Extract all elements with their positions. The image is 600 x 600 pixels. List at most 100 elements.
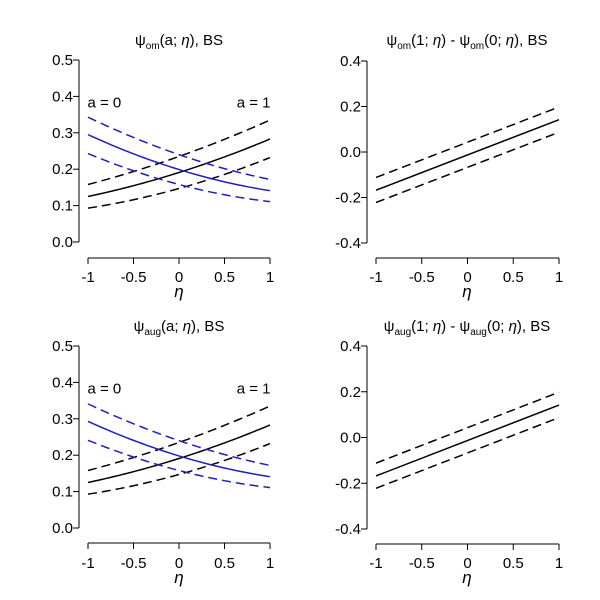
title-eta: η [181,32,189,49]
series-line [375,416,560,489]
y-tick-label: -0.2 [335,190,361,207]
y-tick-label: 0.2 [52,447,73,464]
title-end: ), BS [190,32,223,49]
title-end: ), BS [191,318,224,335]
title-eta2: η [509,318,517,335]
x-tick-label: -0.5 [409,269,435,286]
series-line [87,116,271,181]
panel-title: ψaug(a; η), BS [134,318,225,338]
title-rest: (a; [160,32,182,49]
y-tick-label: 0.1 [52,484,73,501]
y-tick-label: 0.0 [52,520,73,537]
y-tick-label: -0.4 [335,521,361,538]
title-psi: ψ [387,32,398,49]
x-tick-label: 0 [463,269,471,286]
title-sub: aug [394,327,411,338]
series-line [375,106,560,179]
title-sub: aug [144,327,161,338]
x-tick-label: 1 [555,555,563,572]
annotation-label: a = 0 [87,380,121,397]
series-line [375,119,560,191]
title-end: ), BS [514,32,547,49]
panel-aug-a: ψaug(a; η), BS -1 -0.5 0 0.5 10.00.10.20.30.… [52,318,274,587]
x-tick-label: 1 [266,555,274,572]
y-tick-label: 0.4 [52,88,73,105]
panel-aug-diff: ψaug(1; η) - ψaug(0; η), BS -1 -0.5 0 0.5 1-… [335,318,563,587]
x-tick-label: 0.5 [214,269,235,286]
plot-marks: -1 -0.5 0 0.5 1 0.0 0.1 0.2 0.3 0.4 0.5 a = 0 a = 1 [52,52,274,286]
title-rest2: (0; [487,318,509,335]
title-rest: (1; [411,32,433,49]
series-line [87,420,271,478]
x-tick-label: 0.5 [503,555,524,572]
title-psi: ψ [384,318,395,335]
x-tick-label: 0.5 [503,269,524,286]
y-tick-label: 0.4 [340,53,361,70]
title-rest: (a; [161,318,183,335]
title-psi2: ψ [459,32,470,49]
title-eta: η [183,318,191,335]
title-mid: ) - [441,318,459,335]
title-psi2: ψ [459,318,470,335]
series-line [87,439,271,489]
y-tick-label: 0.5 [52,338,73,355]
series-line [87,442,271,495]
x-axis-label: η [462,568,471,587]
title-psi: ψ [134,318,145,335]
x-tick-label: -1 [369,555,382,572]
annotation-label: a = 1 [237,380,271,397]
panel-title: ψom(a; η), BS [135,32,223,52]
x-axis-label: η [174,568,183,587]
series-line [87,405,271,472]
x-tick-label: -0.5 [409,555,435,572]
series-line [87,152,271,203]
title-rest2: (0; [484,32,506,49]
x-tick-label: 1 [266,269,274,286]
y-tick-label: 0.1 [52,198,73,215]
title-eta: η [433,318,441,335]
series-line [87,119,271,186]
plot-marks: -1 -0.5 0 0.5 1 0.0 0.1 0.2 0.3 0.4 0.5 a = 0 a = 1 [52,338,274,572]
title-sub: om [146,41,160,52]
series-line [375,391,560,464]
series-line [87,403,271,467]
x-tick-label: -1 [81,555,94,572]
title-sub: om [397,41,411,52]
series-line [87,424,271,484]
panel-om-diff: ψom(1; η) - ψom(0; η), BS -1 -0.5 0 0.5 1-0.… [335,32,563,301]
title-rest: (1; [411,318,433,335]
y-tick-label: 0.3 [52,411,73,428]
series-line [375,404,560,477]
x-tick-label: 0.5 [214,555,235,572]
y-tick-label: 0.2 [340,99,361,116]
title-mid: ) - [441,32,459,49]
series-line [375,131,560,204]
x-tick-label: -1 [81,269,94,286]
title-eta2: η [506,32,514,49]
y-tick-label: 0.3 [52,125,73,142]
y-tick-label: -0.4 [335,235,361,252]
plot-marks: -1 -0.5 0 0.5 1 -0.4 -0.2 0.0 0.2 0.4 [335,338,563,572]
x-tick-label: 0 [175,555,183,572]
panel-title: ψom(1; η) - ψom(0; η), BS [387,32,548,52]
y-tick-label: 0.4 [340,338,361,355]
title-sub2: aug [470,327,487,338]
series-line [87,156,271,209]
x-tick-label: -0.5 [121,269,147,286]
panel-om-a: ψom(a; η), BS -1 -0.5 0 0.5 10.00.10.20.30.4… [52,32,274,301]
series-line [87,138,271,198]
x-tick-label: 0 [175,269,183,286]
y-tick-label: 0.2 [340,384,361,401]
panel-title: ψaug(1; η) - ψaug(0; η), BS [384,318,550,338]
x-tick-label: -0.5 [121,555,147,572]
annotation-label: a = 0 [87,94,121,111]
title-sub2: om [470,41,484,52]
x-tick-label: -1 [369,269,382,286]
x-tick-label: 1 [555,269,563,286]
x-axis-label: η [174,282,183,301]
x-axis-label: η [462,282,471,301]
annotation-label: a = 1 [237,94,271,111]
series-line [87,133,271,192]
plot-marks: -1 -0.5 0 0.5 1 -0.4 -0.2 0.0 0.2 0.4 [335,53,563,286]
